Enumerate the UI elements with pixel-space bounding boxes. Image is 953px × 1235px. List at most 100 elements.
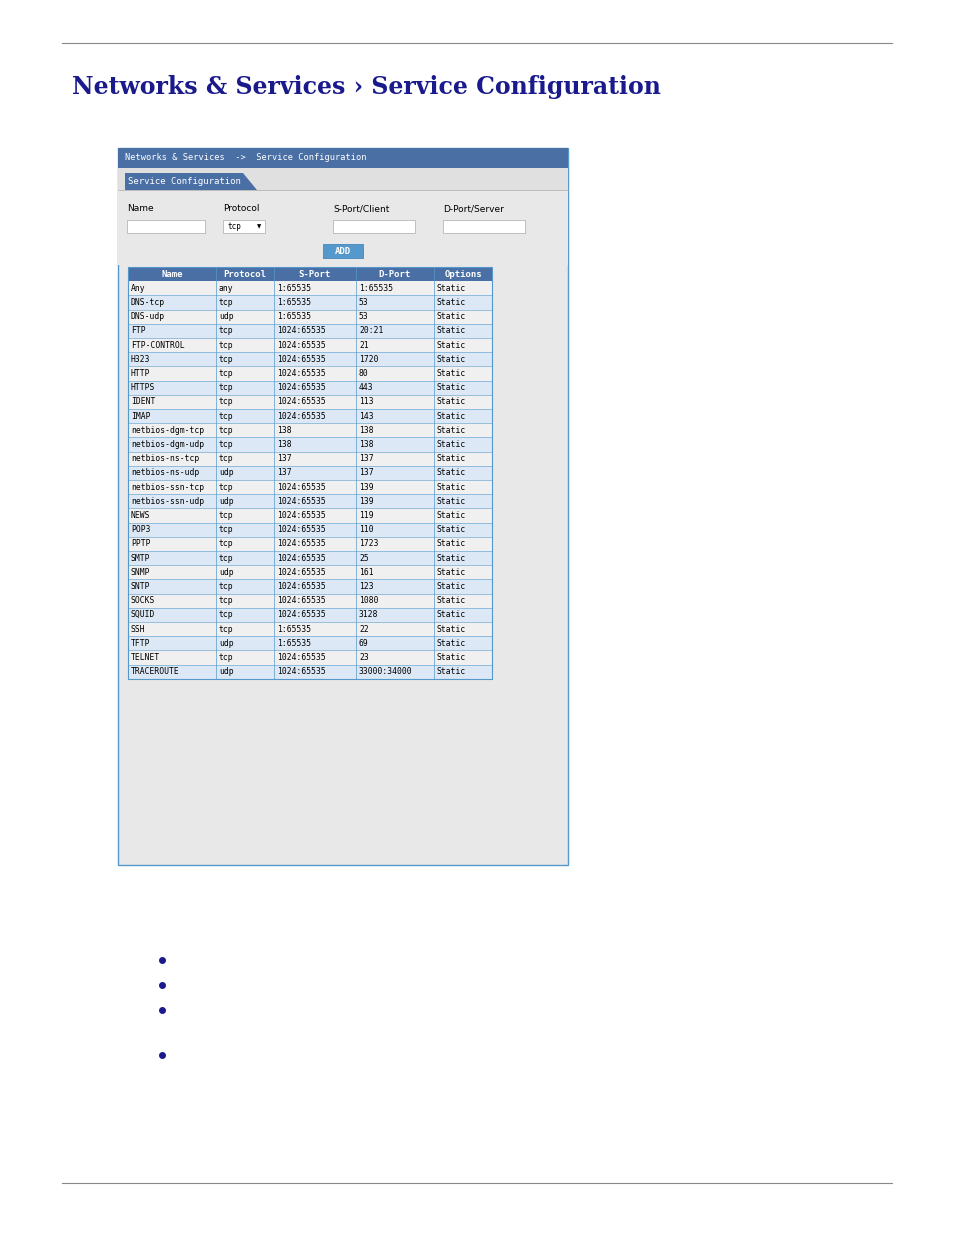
- Bar: [128, 566, 492, 579]
- Bar: [128, 282, 492, 295]
- Text: 1720: 1720: [358, 354, 378, 364]
- Text: SOCKS: SOCKS: [131, 597, 155, 605]
- Text: 1:65535: 1:65535: [276, 298, 311, 308]
- Text: Static: Static: [436, 326, 466, 336]
- Text: Static: Static: [436, 468, 466, 478]
- Text: tcp: tcp: [219, 354, 233, 364]
- Text: 1024:65535: 1024:65535: [276, 525, 325, 535]
- Bar: [128, 636, 492, 651]
- Text: D-Port: D-Port: [378, 269, 411, 279]
- Text: 1723: 1723: [358, 540, 378, 548]
- Text: 1:65535: 1:65535: [276, 638, 311, 648]
- Text: 1024:65535: 1024:65535: [276, 383, 325, 393]
- Text: Static: Static: [436, 653, 466, 662]
- Text: 69: 69: [358, 638, 369, 648]
- Bar: [128, 537, 492, 551]
- Text: tcp: tcp: [219, 511, 233, 520]
- Text: udp: udp: [219, 312, 233, 321]
- Text: 1024:65535: 1024:65535: [276, 568, 325, 577]
- Text: 1024:65535: 1024:65535: [276, 369, 325, 378]
- Text: Static: Static: [436, 496, 466, 506]
- Text: netbios-dgm-tcp: netbios-dgm-tcp: [131, 426, 204, 435]
- Text: 22: 22: [358, 625, 369, 634]
- Text: 138: 138: [276, 440, 292, 450]
- Text: Any: Any: [131, 284, 146, 293]
- Text: 1024:65535: 1024:65535: [276, 398, 325, 406]
- Text: HTTP: HTTP: [131, 369, 151, 378]
- Text: Static: Static: [436, 440, 466, 450]
- Bar: [128, 380, 492, 395]
- Text: 1:65535: 1:65535: [276, 284, 311, 293]
- Text: 1024:65535: 1024:65535: [276, 411, 325, 421]
- Text: tcp: tcp: [219, 426, 233, 435]
- Text: 1024:65535: 1024:65535: [276, 667, 325, 677]
- Text: SNTP: SNTP: [131, 582, 151, 592]
- Text: TELNET: TELNET: [131, 653, 160, 662]
- Text: udp: udp: [219, 496, 233, 506]
- Text: tcp: tcp: [219, 540, 233, 548]
- Text: 23: 23: [358, 653, 369, 662]
- Text: Static: Static: [436, 610, 466, 620]
- Text: Static: Static: [436, 540, 466, 548]
- Bar: [128, 338, 492, 352]
- Text: netbios-dgm-udp: netbios-dgm-udp: [131, 440, 204, 450]
- Text: netbios-ssn-tcp: netbios-ssn-tcp: [131, 483, 204, 492]
- Text: Static: Static: [436, 398, 466, 406]
- Text: 137: 137: [358, 454, 374, 463]
- Text: 53: 53: [358, 298, 369, 308]
- Bar: [128, 352, 492, 367]
- Text: 1024:65535: 1024:65535: [276, 597, 325, 605]
- Text: Static: Static: [436, 454, 466, 463]
- Text: Static: Static: [436, 298, 466, 308]
- Text: 119: 119: [358, 511, 374, 520]
- Bar: [128, 594, 492, 608]
- Bar: [128, 437, 492, 452]
- Bar: [118, 148, 567, 864]
- Text: SSH: SSH: [131, 625, 146, 634]
- Text: netbios-ns-tcp: netbios-ns-tcp: [131, 454, 199, 463]
- Bar: [128, 267, 492, 282]
- Bar: [128, 452, 492, 466]
- Text: Static: Static: [436, 312, 466, 321]
- Bar: [118, 190, 567, 266]
- Text: PPTP: PPTP: [131, 540, 151, 548]
- Text: udp: udp: [219, 468, 233, 478]
- Text: ▼: ▼: [256, 224, 261, 228]
- Bar: [442, 220, 524, 233]
- Text: Name: Name: [127, 204, 153, 212]
- Bar: [128, 395, 492, 409]
- Text: Static: Static: [436, 638, 466, 648]
- Text: 1024:65535: 1024:65535: [276, 553, 325, 563]
- Text: 3128: 3128: [358, 610, 378, 620]
- Text: 1024:65535: 1024:65535: [276, 610, 325, 620]
- Text: Static: Static: [436, 525, 466, 535]
- Bar: [128, 324, 492, 338]
- Text: Static: Static: [436, 341, 466, 350]
- Text: 1:65535: 1:65535: [276, 625, 311, 634]
- Text: udp: udp: [219, 568, 233, 577]
- Text: 1024:65535: 1024:65535: [276, 653, 325, 662]
- Text: 139: 139: [358, 483, 374, 492]
- Text: 1024:65535: 1024:65535: [276, 483, 325, 492]
- Text: Protocol: Protocol: [223, 269, 266, 279]
- Bar: [128, 579, 492, 594]
- Text: 113: 113: [358, 398, 374, 406]
- Text: tcp: tcp: [219, 582, 233, 592]
- Text: 20:21: 20:21: [358, 326, 383, 336]
- Text: 138: 138: [358, 426, 374, 435]
- Text: H323: H323: [131, 354, 151, 364]
- Text: SMTP: SMTP: [131, 553, 151, 563]
- Bar: [128, 622, 492, 636]
- Bar: [128, 480, 492, 494]
- Text: 1:65535: 1:65535: [358, 284, 393, 293]
- Text: 33000:34000: 33000:34000: [358, 667, 413, 677]
- Text: 123: 123: [358, 582, 374, 592]
- Bar: [223, 220, 265, 233]
- Text: tcp: tcp: [219, 411, 233, 421]
- Text: tcp: tcp: [219, 383, 233, 393]
- Text: Protocol: Protocol: [223, 204, 259, 212]
- Text: SNMP: SNMP: [131, 568, 151, 577]
- Bar: [128, 664, 492, 679]
- Text: Static: Static: [436, 426, 466, 435]
- Text: S-Port/Client: S-Port/Client: [333, 204, 389, 212]
